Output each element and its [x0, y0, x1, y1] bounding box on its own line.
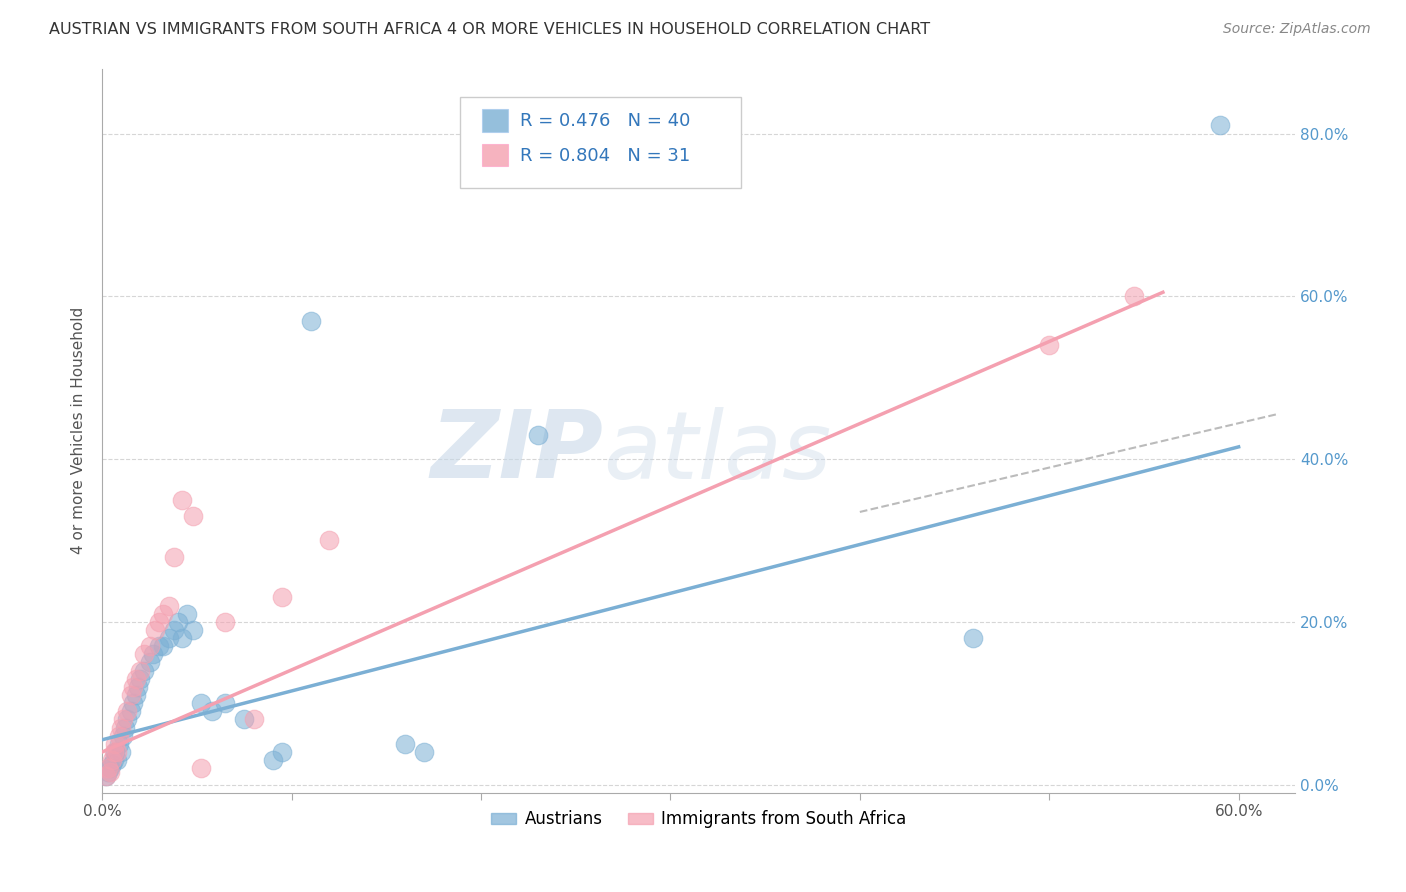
Point [318, 533, 340, 548]
Legend: Austrians, Immigrants from South Africa: Austrians, Immigrants from South Africa [485, 804, 912, 835]
Point [157, 631, 180, 645]
Point [104, 737, 127, 751]
Point [115, 704, 138, 718]
Point [129, 672, 152, 686]
Text: R = 0.476   N = 40: R = 0.476 N = 40 [520, 112, 690, 130]
Text: R = 0.804   N = 31: R = 0.804 N = 31 [520, 147, 690, 165]
Point [142, 648, 165, 662]
Point [105, 745, 128, 759]
Point [201, 704, 224, 718]
Point [148, 639, 170, 653]
Point [132, 648, 155, 662]
Point [94, 769, 117, 783]
Point [176, 607, 198, 621]
Point [97, 765, 120, 780]
Point [181, 623, 204, 637]
Point [121, 696, 143, 710]
Point [242, 713, 264, 727]
Point [1208, 119, 1230, 133]
Point [138, 639, 160, 653]
Point [190, 696, 212, 710]
Point [143, 623, 166, 637]
Point [413, 745, 436, 759]
Point [170, 631, 193, 645]
Point [112, 713, 135, 727]
Point [114, 721, 136, 735]
FancyBboxPatch shape [482, 109, 508, 131]
Point [108, 729, 131, 743]
Point [120, 704, 142, 718]
Point [98, 765, 121, 780]
Point [181, 508, 204, 523]
Point [157, 599, 180, 613]
Point [214, 696, 236, 710]
FancyBboxPatch shape [460, 97, 741, 188]
Point [299, 314, 322, 328]
Point [112, 729, 135, 743]
Point [527, 427, 550, 442]
Point [167, 615, 190, 629]
Point [100, 753, 122, 767]
Point [163, 623, 186, 637]
Point [108, 737, 131, 751]
Point [129, 664, 152, 678]
Point [110, 721, 132, 735]
Point [170, 492, 193, 507]
Point [125, 688, 148, 702]
Point [132, 664, 155, 678]
Text: atlas: atlas [603, 407, 831, 498]
Point [152, 639, 174, 653]
Point [152, 607, 174, 621]
Point [115, 713, 138, 727]
Point [120, 688, 142, 702]
Point [271, 591, 294, 605]
Point [1038, 338, 1060, 352]
Point [138, 656, 160, 670]
Text: AUSTRIAN VS IMMIGRANTS FROM SOUTH AFRICA 4 OR MORE VEHICLES IN HOUSEHOLD CORRELA: AUSTRIAN VS IMMIGRANTS FROM SOUTH AFRICA… [49, 22, 931, 37]
Point [103, 745, 125, 759]
Point [103, 753, 125, 767]
FancyBboxPatch shape [482, 144, 508, 166]
Point [233, 713, 256, 727]
Point [110, 745, 132, 759]
Point [100, 757, 122, 772]
Point [262, 753, 284, 767]
Point [1123, 289, 1146, 303]
Text: Source: ZipAtlas.com: Source: ZipAtlas.com [1223, 22, 1371, 37]
Point [98, 761, 121, 775]
Point [163, 549, 186, 564]
Point [94, 769, 117, 783]
Point [962, 631, 984, 645]
Point [104, 745, 127, 759]
Point [97, 761, 120, 775]
Point [148, 615, 170, 629]
Point [127, 680, 149, 694]
Point [125, 672, 148, 686]
Text: ZIP: ZIP [430, 407, 603, 499]
Point [105, 753, 128, 767]
Point [121, 680, 143, 694]
Point [394, 737, 416, 751]
Point [271, 745, 294, 759]
Y-axis label: 4 or more Vehicles in Household: 4 or more Vehicles in Household [72, 307, 86, 554]
Point [214, 615, 236, 629]
Point [190, 761, 212, 775]
